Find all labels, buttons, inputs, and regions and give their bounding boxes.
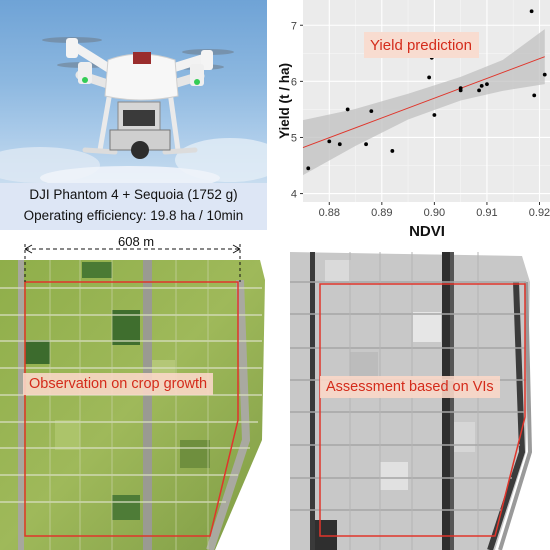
data-points <box>306 9 547 171</box>
data-point <box>306 166 311 171</box>
chart-title-background <box>364 32 479 58</box>
y-tick-label: 7 <box>291 20 297 32</box>
y-tick-label: 5 <box>291 132 297 144</box>
data-point <box>529 9 534 14</box>
yield-chart: 0.88 0.89 0.90 0.91 0.92 4 5 6 7 NDVI Yield (t … <box>277 0 550 245</box>
drone-photo <box>0 0 267 183</box>
drone-caption: DJI Phantom 4 + Sequoia (1752 g) Operati… <box>0 183 267 230</box>
distance-label: 608 m <box>118 234 155 249</box>
rgb-map-label: Observation on crop growth <box>23 373 214 395</box>
data-point <box>477 88 481 93</box>
x-tick-label: 0.89 <box>371 207 392 219</box>
data-point <box>485 82 489 87</box>
y-axis-label: Yield (t / ha) <box>277 63 292 139</box>
data-point <box>479 83 484 88</box>
y-tick-labels: 4 5 6 7 <box>291 20 303 201</box>
vi-field-map <box>290 252 550 550</box>
drone-model-caption: DJI Phantom 4 + Sequoia (1752 g) <box>29 187 238 202</box>
data-point <box>345 107 350 112</box>
data-point <box>458 86 463 90</box>
data-point <box>432 113 437 117</box>
drone-illustration <box>0 37 267 183</box>
data-point <box>369 109 374 113</box>
x-tick-label: 0.88 <box>319 207 340 219</box>
vi-map-label: Assessment based on VIs <box>320 376 500 398</box>
data-point <box>327 139 332 144</box>
rgb-field-map <box>0 240 270 550</box>
x-tick-label: 0.91 <box>476 207 497 219</box>
data-point <box>390 149 395 153</box>
vi-orthomosaic <box>290 252 533 550</box>
y-tick-label: 4 <box>291 189 297 201</box>
yield-chart-svg: 0.88 0.89 0.90 0.91 0.92 4 5 6 7 NDVI Yield (t … <box>277 0 550 240</box>
rgb-orthomosaic <box>0 244 265 550</box>
x-tick-labels: 0.88 0.89 0.90 0.91 0.92 <box>319 202 550 219</box>
y-tick-label: 6 <box>291 76 297 88</box>
data-point <box>364 142 368 147</box>
data-point <box>337 142 342 147</box>
x-tick-label: 0.92 <box>529 207 550 219</box>
operating-efficiency-caption: Operating efficiency: 19.8 ha / 10min <box>23 208 244 223</box>
x-axis-label: NDVI <box>409 223 445 240</box>
chart-title: Yield prediction <box>370 37 472 54</box>
data-point <box>532 93 537 98</box>
regression-line <box>302 56 545 149</box>
data-point <box>542 72 547 77</box>
data-point <box>427 75 432 80</box>
x-tick-label: 0.90 <box>424 207 445 219</box>
